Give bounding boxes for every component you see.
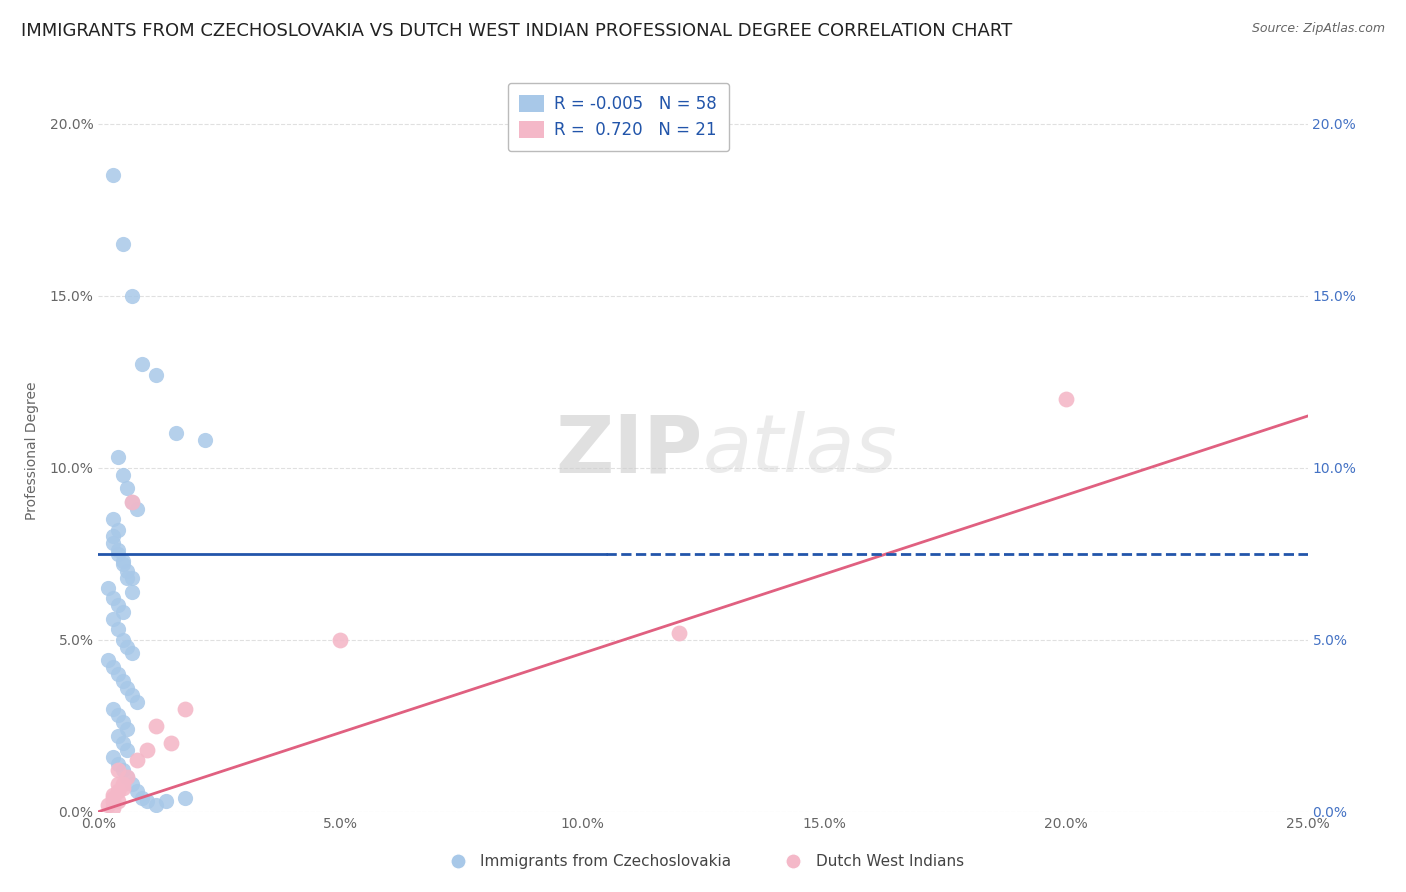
Point — [121, 495, 143, 509]
Point — [117, 571, 139, 585]
Point — [127, 502, 149, 516]
Point — [174, 701, 197, 715]
Point — [101, 791, 124, 805]
Point — [107, 777, 129, 791]
Point — [107, 794, 129, 808]
Point — [101, 612, 124, 626]
Point — [121, 495, 143, 509]
Point — [194, 433, 217, 447]
Point — [97, 797, 120, 812]
Point — [101, 168, 124, 182]
Point — [145, 368, 167, 382]
Point — [101, 536, 124, 550]
Point — [1054, 392, 1077, 406]
Point — [121, 288, 143, 302]
Point — [155, 794, 177, 808]
Point — [107, 547, 129, 561]
Point — [174, 791, 197, 805]
Point — [329, 632, 352, 647]
Point — [107, 543, 129, 558]
Point — [101, 591, 124, 606]
Point — [107, 784, 129, 798]
Point — [101, 701, 124, 715]
Point — [127, 695, 149, 709]
Point — [117, 770, 139, 784]
Point — [145, 719, 167, 733]
Point — [121, 571, 143, 585]
Point — [111, 780, 134, 795]
Point — [117, 564, 139, 578]
Point — [117, 722, 139, 736]
Point — [101, 660, 124, 674]
Point — [117, 481, 139, 495]
Point — [107, 599, 129, 613]
Point — [111, 605, 134, 619]
Text: atlas: atlas — [703, 411, 898, 490]
Legend: R = -0.005   N = 58, R =  0.720   N = 21: R = -0.005 N = 58, R = 0.720 N = 21 — [508, 83, 728, 151]
Text: ZIP: ZIP — [555, 411, 703, 490]
Point — [117, 681, 139, 695]
Point — [111, 467, 134, 482]
Point — [145, 797, 167, 812]
Point — [131, 358, 153, 372]
Point — [107, 667, 129, 681]
Point — [117, 640, 139, 654]
Point — [101, 794, 124, 808]
Point — [111, 736, 134, 750]
Point — [668, 625, 690, 640]
Point — [107, 764, 129, 778]
Point — [107, 729, 129, 743]
Point — [127, 784, 149, 798]
Point — [111, 764, 134, 778]
Point — [111, 237, 134, 252]
Point — [111, 553, 134, 567]
Point — [127, 753, 149, 767]
Point — [111, 557, 134, 571]
Point — [111, 715, 134, 730]
Legend: Immigrants from Czechoslovakia, Dutch West Indians: Immigrants from Czechoslovakia, Dutch We… — [436, 848, 970, 875]
Point — [111, 673, 134, 688]
Point — [121, 777, 143, 791]
Point — [107, 523, 129, 537]
Point — [131, 791, 153, 805]
Point — [117, 770, 139, 784]
Text: IMMIGRANTS FROM CZECHOSLOVAKIA VS DUTCH WEST INDIAN PROFESSIONAL DEGREE CORRELAT: IMMIGRANTS FROM CZECHOSLOVAKIA VS DUTCH … — [21, 22, 1012, 40]
Y-axis label: Professional Degree: Professional Degree — [24, 381, 38, 520]
Point — [165, 426, 187, 441]
Point — [111, 777, 134, 791]
Point — [121, 584, 143, 599]
Point — [107, 756, 129, 771]
Point — [107, 450, 129, 465]
Point — [101, 529, 124, 543]
Point — [160, 736, 183, 750]
Point — [135, 794, 157, 808]
Point — [117, 743, 139, 757]
Point — [135, 743, 157, 757]
Text: Source: ZipAtlas.com: Source: ZipAtlas.com — [1251, 22, 1385, 36]
Point — [121, 647, 143, 661]
Point — [97, 581, 120, 595]
Point — [121, 688, 143, 702]
Point — [101, 749, 124, 764]
Point — [101, 788, 124, 802]
Point — [111, 632, 134, 647]
Point — [101, 512, 124, 526]
Point — [97, 653, 120, 667]
Point — [101, 801, 124, 815]
Point — [107, 623, 129, 637]
Point — [107, 708, 129, 723]
